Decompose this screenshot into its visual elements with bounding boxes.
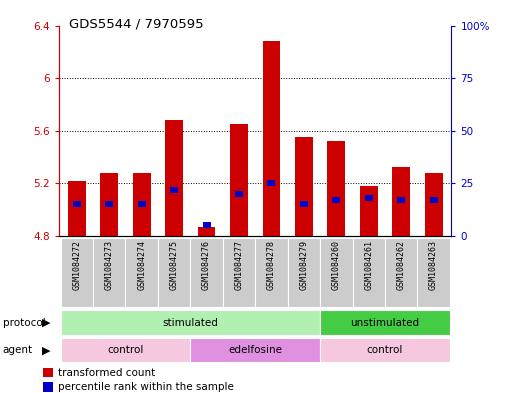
Text: GSM1084272: GSM1084272 xyxy=(72,240,82,290)
Text: GSM1084276: GSM1084276 xyxy=(202,240,211,290)
Bar xyxy=(418,238,450,307)
Bar xyxy=(190,238,223,307)
Bar xyxy=(320,238,352,307)
Bar xyxy=(230,124,248,236)
Bar xyxy=(203,222,210,228)
Text: GSM1084279: GSM1084279 xyxy=(300,240,308,290)
Bar xyxy=(263,41,280,236)
Text: percentile rank within the sample: percentile rank within the sample xyxy=(57,382,233,392)
Text: GSM1084275: GSM1084275 xyxy=(170,240,179,290)
Text: agent: agent xyxy=(3,345,33,355)
Bar xyxy=(158,238,190,307)
Bar xyxy=(327,141,345,236)
Bar xyxy=(43,382,53,391)
Text: GSM1084262: GSM1084262 xyxy=(397,240,406,290)
Bar xyxy=(429,197,438,203)
Bar xyxy=(137,201,146,207)
Bar xyxy=(397,197,405,203)
Text: unstimulated: unstimulated xyxy=(350,318,420,328)
Bar xyxy=(365,195,373,201)
Bar xyxy=(165,120,183,236)
Bar xyxy=(126,238,158,307)
Text: GSM1084263: GSM1084263 xyxy=(429,240,438,290)
Bar xyxy=(93,238,126,307)
Text: ▶: ▶ xyxy=(42,318,51,328)
Bar xyxy=(61,238,93,307)
Text: GDS5544 / 7970595: GDS5544 / 7970595 xyxy=(69,18,204,31)
Text: control: control xyxy=(367,345,403,355)
Text: GSM1084278: GSM1084278 xyxy=(267,240,276,290)
Bar xyxy=(43,367,53,377)
Text: GSM1084273: GSM1084273 xyxy=(105,240,114,290)
Bar xyxy=(255,238,288,307)
Bar xyxy=(61,338,190,362)
Bar xyxy=(198,227,215,236)
Bar xyxy=(288,238,320,307)
Bar xyxy=(190,338,320,362)
Bar xyxy=(295,137,313,236)
Bar xyxy=(352,238,385,307)
Text: GSM1084260: GSM1084260 xyxy=(332,240,341,290)
Text: transformed count: transformed count xyxy=(57,367,155,378)
Bar xyxy=(170,187,178,193)
Text: stimulated: stimulated xyxy=(163,318,219,328)
Bar xyxy=(101,173,118,236)
Text: protocol: protocol xyxy=(3,318,45,328)
Text: GSM1084277: GSM1084277 xyxy=(234,240,244,290)
Bar xyxy=(267,180,275,186)
Text: ▶: ▶ xyxy=(42,345,51,355)
Bar xyxy=(425,173,443,236)
Bar xyxy=(68,181,86,236)
Bar xyxy=(320,338,450,362)
Bar xyxy=(105,201,113,207)
Bar xyxy=(61,310,320,335)
Bar xyxy=(332,197,340,203)
Bar xyxy=(73,201,81,207)
Text: control: control xyxy=(107,345,144,355)
Text: GSM1084261: GSM1084261 xyxy=(364,240,373,290)
Bar xyxy=(320,310,450,335)
Bar xyxy=(235,191,243,197)
Bar xyxy=(133,173,151,236)
Text: edelfosine: edelfosine xyxy=(228,345,282,355)
Bar xyxy=(300,201,308,207)
Bar xyxy=(223,238,255,307)
Text: GSM1084274: GSM1084274 xyxy=(137,240,146,290)
Bar xyxy=(385,238,418,307)
Bar xyxy=(360,186,378,236)
Bar xyxy=(392,167,410,236)
